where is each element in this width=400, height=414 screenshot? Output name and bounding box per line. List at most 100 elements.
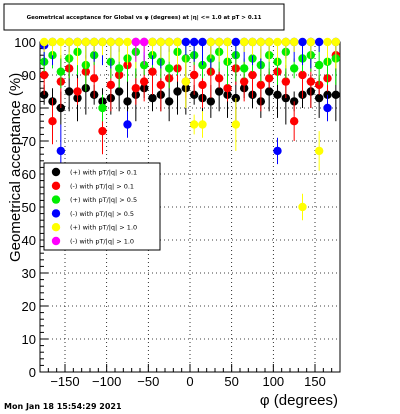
data-point: [164, 64, 174, 73]
data-point: [73, 87, 82, 96]
data-point: [181, 37, 191, 47]
data-point: [39, 70, 49, 80]
x-tick-label: −150: [50, 374, 79, 389]
data-point: [148, 67, 157, 76]
data-point: [289, 117, 299, 126]
legend-label: (-) with pT/|q| > 0.5: [70, 210, 134, 218]
data-point: [214, 74, 224, 83]
legend-marker: [51, 167, 61, 177]
legend-label: (+) with pT/|q| > 0.5: [70, 196, 137, 204]
x-tick-label: 50: [224, 374, 238, 389]
data-point: [164, 37, 174, 47]
data-point: [123, 120, 132, 129]
data-point: [323, 103, 332, 113]
data-point: [131, 84, 141, 93]
data-point: [206, 37, 216, 47]
data-point: [173, 37, 182, 47]
data-point: [123, 37, 132, 47]
chart-title: Geometrical acceptance for Global vs φ (…: [27, 15, 262, 21]
y-tick-label: 30: [22, 266, 36, 281]
data-point: [106, 37, 116, 47]
data-point: [139, 77, 149, 86]
y-tick-label: 60: [22, 167, 36, 182]
data-point: [198, 37, 207, 47]
data-point: [314, 37, 324, 47]
data-point: [331, 90, 341, 100]
y-tick-label: 40: [22, 233, 36, 248]
data-point: [256, 37, 266, 47]
y-tick-label: 90: [22, 68, 36, 83]
data-point: [98, 126, 107, 136]
legend-marker: [51, 236, 61, 246]
data-point: [81, 37, 91, 47]
data-point: [64, 37, 74, 47]
data-point: [273, 146, 282, 156]
data-point: [48, 37, 57, 47]
data-point: [114, 37, 124, 47]
data-point: [114, 87, 124, 96]
data-point: [298, 202, 307, 212]
data-point: [264, 37, 274, 47]
data-point: [89, 37, 99, 47]
y-tick-label: 70: [22, 134, 36, 149]
data-point: [289, 37, 299, 47]
data-point: [281, 37, 291, 47]
data-point: [223, 84, 232, 93]
data-point: [98, 103, 107, 113]
data-point: [206, 97, 216, 106]
data-point: [314, 146, 324, 156]
data-point: [148, 93, 157, 103]
series-6: [131, 37, 149, 66]
data-point: [214, 37, 224, 47]
x-tick-label: 150: [304, 374, 326, 389]
legend-marker: [51, 195, 61, 204]
data-point: [189, 120, 199, 129]
data-point: [281, 93, 291, 103]
data-point: [156, 80, 166, 90]
legend-label: (+) with pT/|q| > 0.1: [70, 169, 137, 177]
legend-marker: [51, 181, 61, 190]
data-point: [264, 87, 274, 96]
data-point: [189, 70, 199, 80]
legend-label: (-) with pT/|q| > 1.0: [70, 238, 134, 246]
data-point: [106, 80, 116, 90]
data-point: [89, 74, 99, 83]
x-tick-label: −50: [137, 374, 159, 389]
y-tick-label: 10: [22, 332, 36, 347]
data-point: [239, 64, 249, 73]
data-point: [248, 37, 257, 47]
data-point: [273, 90, 282, 100]
data-point: [314, 93, 324, 103]
x-axis-title: φ (degrees): [260, 392, 338, 409]
legend: (+) with pT/|q| > 0.1 (-) with pT/|q| > 0…: [43, 162, 161, 251]
data-point: [298, 70, 307, 80]
x-tick-label: 0: [186, 374, 193, 389]
data-point: [56, 37, 66, 47]
data-point: [64, 87, 74, 96]
data-point: [131, 37, 141, 47]
data-point: [231, 37, 241, 47]
data-point: [323, 37, 332, 47]
data-point: [239, 37, 249, 47]
y-tick-label: 80: [22, 101, 36, 116]
data-point: [114, 64, 124, 73]
data-point: [123, 97, 132, 106]
data-point: [256, 80, 266, 90]
data-point: [239, 77, 249, 86]
data-point: [148, 37, 157, 47]
x-axis: −150 −100 −50 0 50 100 150: [39, 364, 341, 389]
data-point: [223, 37, 232, 47]
title-box: [3, 3, 285, 31]
data-point: [273, 37, 282, 47]
legend-label: (-) with pT/|q| > 0.1: [70, 182, 134, 190]
y-tick-label: 100: [14, 35, 36, 50]
data-point: [306, 77, 316, 86]
data-point: [331, 37, 341, 47]
data-point: [156, 37, 166, 47]
y-tick-label: 20: [22, 299, 36, 314]
data-point: [189, 37, 199, 47]
y-tick-label: 0: [29, 365, 36, 380]
x-tick-label: −100: [92, 374, 121, 389]
data-point: [48, 117, 57, 126]
